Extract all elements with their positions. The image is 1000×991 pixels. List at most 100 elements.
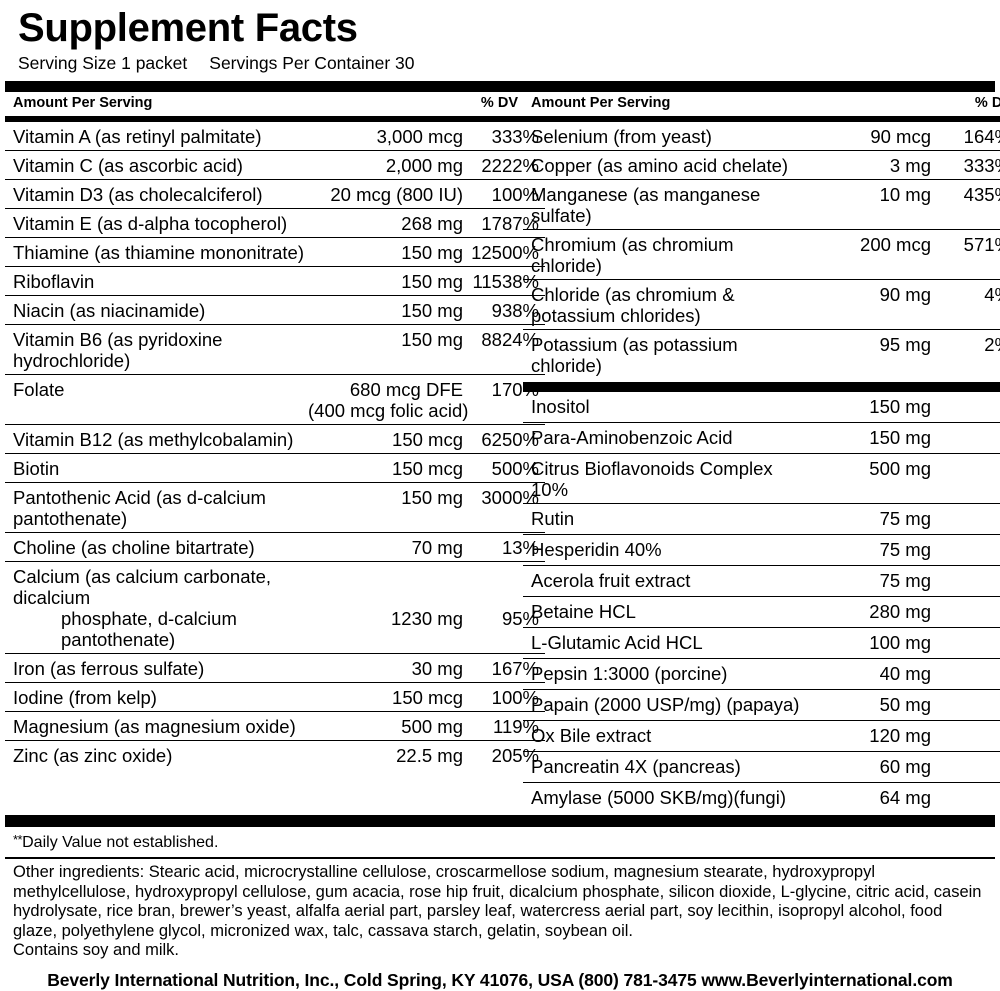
nutrient-name: Biotin bbox=[5, 453, 308, 483]
table-row: Vitamin B6 (as pyridoxine hydrochloride)… bbox=[5, 324, 545, 375]
table-row: Zinc (as zinc oxide) 22.5 mg 205% bbox=[5, 741, 545, 770]
nutrient-daily-value: ** bbox=[939, 534, 1000, 566]
nutrient-amount: 150 mg bbox=[308, 324, 471, 375]
nutrient-amount: 150 mcg bbox=[308, 682, 471, 712]
header-rule bbox=[5, 81, 995, 92]
serving-info: Serving Size 1 packet Servings Per Contai… bbox=[0, 50, 1000, 74]
nutrient-daily-value: ** bbox=[939, 392, 1000, 423]
table-row: Magnesium (as magnesium oxide) 500 mg 119% bbox=[5, 711, 545, 741]
nutrient-amount: 20 mcg (800 IU) bbox=[308, 179, 471, 209]
nutrient-amount: 60 mg bbox=[801, 751, 939, 783]
table-row-continuation: (400 mcg folic acid) bbox=[5, 399, 545, 425]
nutrient-name: Ox Bile extract bbox=[523, 720, 801, 752]
right-column-header: Amount Per Serving % DV bbox=[523, 92, 1000, 116]
nutrient-name: Iron (as ferrous sulfate) bbox=[5, 653, 308, 683]
table-row: Hesperidin 40%75 mg** bbox=[523, 534, 1000, 566]
nutrient-daily-value: ** bbox=[939, 422, 1000, 454]
nutrient-amount: 22.5 mg bbox=[396, 744, 463, 766]
right-nutrient-column: Amount Per Serving % DV Selenium (from y… bbox=[523, 92, 1000, 813]
table-row: Choline (as choline bitartrate) 70 mg 13% bbox=[5, 532, 545, 562]
table-row: Biotin 150 mcg 500% bbox=[5, 453, 545, 483]
nutrient-daily-value: ** bbox=[939, 453, 1000, 504]
nutrient-amount: 150 mg bbox=[801, 422, 939, 454]
nutrient-name: Hesperidin 40% bbox=[523, 534, 801, 566]
nutrient-amount: 75 mg bbox=[801, 565, 939, 597]
nutrient-name: Betaine HCL bbox=[523, 596, 801, 628]
supplement-facts-label: Supplement Facts Serving Size 1 packet Se… bbox=[0, 6, 1000, 990]
nutrient-name: Vitamin E (as d-alpha tocopherol) bbox=[5, 208, 308, 238]
table-row: Iodine (from kelp) 150 mcg 100% bbox=[5, 682, 545, 712]
table-row: Amylase (5000 SKB/mg)(fungi) 64 mg ** bbox=[523, 783, 1000, 814]
nutrient-amount: 40 mg bbox=[801, 658, 939, 690]
nutrient-daily-value: 4% bbox=[939, 279, 1000, 330]
nutrient-amount: 500 mg bbox=[801, 453, 939, 504]
nutrient-amount: 150 mg bbox=[801, 392, 939, 423]
nutrient-name: L-Glutamic Acid HCL bbox=[523, 627, 801, 659]
table-row: Citrus Bioflavonoids Complex 10%500 mg** bbox=[523, 453, 1000, 504]
nutrient-amount-continued: 1230 mg bbox=[308, 607, 471, 654]
nutrient-name: Thiamine (as thiamine mononitrate) bbox=[5, 237, 308, 267]
table-row: Potassium (as potassium chloride) 95 mg 2% bbox=[523, 330, 1000, 380]
nutrient-amount: 120 mg bbox=[801, 720, 939, 752]
nutrient-daily-value: ** bbox=[939, 565, 1000, 597]
nutrient-amount bbox=[308, 562, 471, 608]
nutrient-name: Vitamin C (as ascorbic acid) bbox=[5, 150, 308, 180]
nutrient-name-continued-text: phosphate, d-calcium pantothenate) bbox=[61, 607, 237, 650]
nutrient-daily-value: ** bbox=[939, 751, 1000, 783]
nutrient-daily-value: ** bbox=[939, 689, 1000, 721]
nutrient-amount: 90 mg bbox=[801, 279, 939, 330]
table-row: Riboflavin 150 mg 11538% bbox=[5, 266, 545, 296]
nutrient-amount: 3,000 mcg bbox=[308, 122, 471, 151]
nutrient-daily-value: ** bbox=[939, 783, 1000, 814]
nutrient-name: Para-Aminobenzoic Acid bbox=[523, 422, 801, 454]
nutrient-amount: 150 mg bbox=[308, 482, 471, 533]
nutrient-name: Magnesium (as magnesium oxide) bbox=[5, 711, 308, 741]
company-info: Beverly International Nutrition, Inc., C… bbox=[47, 969, 953, 990]
nutrient-amount: 95 mg bbox=[879, 333, 931, 355]
daily-value-footnote: **Daily Value not established. bbox=[5, 827, 995, 857]
nutrient-amount: 500 mg bbox=[308, 711, 471, 741]
page-title: Supplement Facts bbox=[18, 6, 358, 50]
right-header-separator bbox=[523, 116, 1000, 122]
right-section-separator bbox=[523, 382, 1000, 392]
table-row: Vitamin E (as d-alpha tocopherol) 268 mg 1… bbox=[5, 208, 545, 238]
nutrient-name: Vitamin A (as retinyl palmitate) bbox=[5, 122, 308, 151]
nutrient-amount: 200 mcg bbox=[801, 229, 939, 280]
other-ingredients-text: Other ingredients: Stearic acid, microcr… bbox=[13, 863, 982, 940]
table-row: Chloride (as chromium & potassium chlori… bbox=[523, 279, 1000, 330]
nutrient-amount-continued: (400 mcg folic acid) bbox=[308, 399, 471, 425]
table-row-continuation: phosphate, d-calcium pantothenate) 1230 m… bbox=[5, 607, 545, 654]
nutrient-daily-value: ** bbox=[939, 627, 1000, 659]
nutrient-daily-value: ** bbox=[939, 658, 1000, 690]
nutrient-name: Acerola fruit extract bbox=[523, 565, 801, 597]
nutrient-name: Folate bbox=[13, 378, 65, 400]
nutrient-amount: 150 mg bbox=[308, 266, 471, 296]
table-bottom-rule bbox=[5, 815, 995, 827]
table-row: Papain (2000 USP/mg) (papaya)50 mg** bbox=[523, 689, 1000, 721]
nutrient-name: Citrus Bioflavonoids Complex 10% bbox=[523, 453, 801, 504]
nutrient-daily-value: 2% bbox=[984, 333, 1000, 355]
table-row: Vitamin A (as retinyl palmitate) 3,000 mc… bbox=[5, 122, 545, 151]
table-row: Folate 680 mcg DFE 170% bbox=[5, 375, 545, 400]
nutrient-name: Pepsin 1:3000 (porcine) bbox=[523, 658, 801, 690]
table-row: Manganese (as manganese sulfate) 10 mg 435… bbox=[523, 179, 1000, 230]
nutrient-amount: 70 mg bbox=[308, 532, 471, 562]
nutrient-amount: 2,000 mg bbox=[308, 150, 471, 180]
nutrient-amount: 30 mg bbox=[308, 653, 471, 683]
nutrient-amount: 680 mcg DFE bbox=[349, 378, 463, 400]
nutrient-daily-value: ** bbox=[939, 720, 1000, 752]
nutrient-name: Vitamin D3 (as cholecalciferol) bbox=[5, 179, 308, 209]
nutrient-amount: 150 mcg bbox=[308, 453, 471, 483]
table-row: Pancreatin 4X (pancreas)60 mg** bbox=[523, 751, 1000, 783]
footnote-marker: ** bbox=[13, 832, 23, 847]
table-row: Vitamin D3 (as cholecalciferol) 20 mcg (8… bbox=[5, 179, 545, 209]
left-header-separator bbox=[5, 116, 523, 122]
nutrient-name: Copper (as amino acid chelate) bbox=[523, 150, 801, 180]
